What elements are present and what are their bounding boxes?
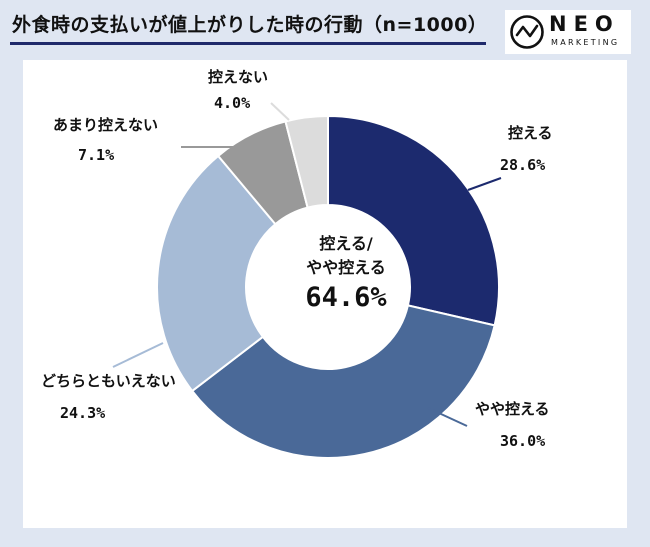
slice-value-hikaenai: 4.0% bbox=[214, 94, 251, 112]
slice-value-dochiratomo: 24.3% bbox=[60, 404, 106, 422]
slice-label-amari-hikaenai: あまり控えない bbox=[53, 116, 159, 134]
donut-chart bbox=[112, 102, 502, 459]
slice-label-hikaenai: 控えない bbox=[208, 68, 269, 86]
leader-line-dochiratomo bbox=[112, 342, 164, 368]
chart-title: 外食時の支払いが値上がりした時の行動（n=1000） bbox=[12, 14, 488, 36]
slice-label-dochiratomo: どちらともいえない bbox=[41, 372, 176, 390]
neo-marketing-logo: NEO MARKETING bbox=[505, 10, 631, 54]
slice-hikaenai bbox=[284, 114, 329, 209]
leader-line-hikaenai bbox=[270, 102, 290, 121]
logo-wordmark: NEO bbox=[549, 12, 620, 36]
center-value: 64.6% bbox=[305, 282, 387, 313]
logo-mark-icon bbox=[510, 15, 544, 49]
center-label: 控える/ やや控える bbox=[281, 232, 411, 280]
leader-line-hikaeru bbox=[467, 177, 502, 191]
chart-panel: 控える 28.6% やや控える 36.0% どちらともいえない 24.3% あま… bbox=[23, 60, 627, 528]
center-label-line2: やや控える bbox=[306, 258, 386, 277]
logo-subtitle: MARKETING bbox=[551, 38, 620, 47]
slice-yaya-hikaeru bbox=[190, 304, 496, 459]
slice-dochiratomo bbox=[156, 154, 277, 393]
slice-value-hikaeru: 28.6% bbox=[500, 156, 546, 174]
center-label-line1: 控える/ bbox=[319, 234, 373, 253]
slice-value-amari-hikaenai: 7.1% bbox=[78, 146, 115, 164]
leader-line-yaya-hikaeru bbox=[427, 407, 468, 427]
slice-value-yaya-hikaeru: 36.0% bbox=[500, 432, 546, 450]
slice-label-hikaeru: 控える bbox=[508, 124, 553, 142]
slice-hikaeru bbox=[327, 114, 500, 327]
title-underline bbox=[10, 42, 486, 45]
slice-label-yaya-hikaeru: やや控える bbox=[475, 400, 550, 418]
